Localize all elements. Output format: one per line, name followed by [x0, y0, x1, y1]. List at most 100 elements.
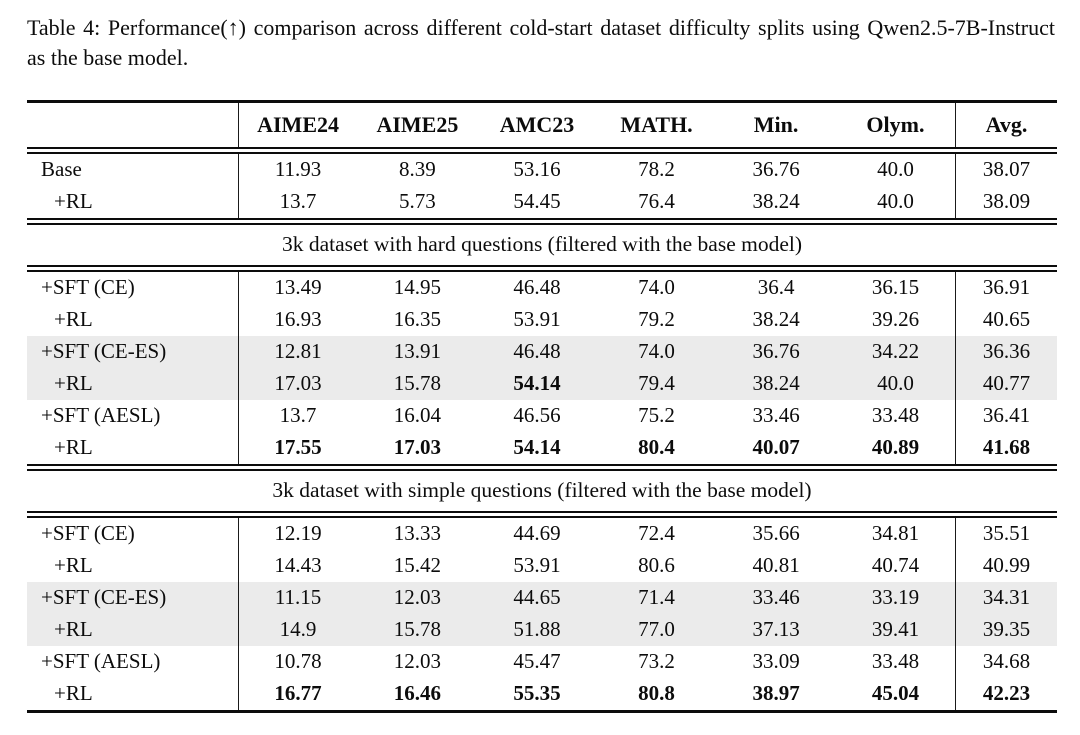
value-cell: 15.42 [393, 553, 441, 578]
table-row: +RL 17.55 17.03 54.14 80.4 40.07 40.89 41.68 [27, 431, 1057, 468]
value-cell: 12.03 [357, 581, 478, 614]
value-cell: 75.2 [638, 403, 675, 428]
row-label: +SFT (AESL) [27, 399, 239, 432]
value-cell: 40.0 [877, 157, 914, 182]
value-cell: 45.47 [513, 649, 561, 674]
value-cell: 40.0 [877, 189, 914, 214]
row-label: +SFT (CE) [27, 514, 239, 550]
value-cell: 53.91 [513, 553, 561, 578]
value-cell: 73.2 [638, 649, 675, 674]
value-cell: 41.68 [954, 431, 1057, 468]
value-cell: 38.24 [752, 307, 800, 332]
value-cell: 16.77 [274, 681, 322, 706]
value-cell: 36.76 [716, 335, 836, 368]
value-cell: 36.36 [954, 335, 1057, 368]
col-header-amc23: AMC23 [477, 101, 597, 154]
col-header-aime25: AIME25 [357, 101, 478, 154]
value-cell: 11.15 [238, 581, 358, 614]
value-cell: 36.41 [954, 399, 1057, 432]
value-cell: 39.41 [835, 613, 956, 646]
value-cell: 53.16 [513, 157, 561, 182]
value-cell: 44.65 [477, 581, 597, 614]
value-cell: 74.0 [638, 275, 675, 300]
table-row: +SFT (CE-ES) 11.15 12.03 44.65 71.4 33.46 33.1… [27, 581, 1057, 614]
value-cell: 13.49 [274, 275, 322, 300]
value-cell: 54.14 [477, 367, 597, 400]
value-cell: 77.0 [596, 613, 717, 646]
value-cell: 40.0 [835, 367, 956, 400]
value-cell: 10.78 [274, 649, 322, 674]
value-cell: 79.2 [638, 307, 675, 332]
row-label: +SFT (CE-ES) [27, 581, 239, 614]
value-cell: 15.78 [357, 613, 478, 646]
value-cell: 40.77 [954, 367, 1057, 400]
row-label: +SFT (CE) [27, 268, 239, 304]
col-header-aime24: AIME24 [238, 101, 358, 154]
value-cell: 33.46 [716, 581, 836, 614]
value-cell: 17.03 [393, 435, 441, 460]
col-header-olym: Olym. [835, 101, 956, 154]
value-cell: 34.31 [954, 581, 1057, 614]
table-row: +RL 13.7 5.73 54.45 76.4 38.24 40.0 38.09 [27, 185, 1057, 222]
value-cell: 71.4 [596, 581, 717, 614]
table-row: +RL 14.9 15.78 51.88 77.0 37.13 39.41 39.35 [27, 613, 1057, 646]
table-head: AIME24 AIME25 AMC23 MATH. Min. Olym. Avg. [27, 101, 1057, 154]
section-header-label: 3k dataset with simple questions (filter… [27, 463, 1057, 518]
value-cell: 33.48 [871, 403, 920, 428]
value-cell: 72.4 [638, 521, 675, 546]
header-row: AIME24 AIME25 AMC23 MATH. Min. Olym. Avg. [27, 101, 1057, 154]
row-label: +RL [27, 185, 239, 222]
value-cell: 34.81 [871, 521, 920, 546]
value-cell: 40.99 [954, 549, 1057, 582]
value-cell: 46.56 [513, 403, 561, 428]
value-cell: 39.26 [871, 307, 920, 332]
value-cell: 8.39 [399, 157, 436, 182]
value-cell: 42.23 [954, 677, 1057, 712]
value-cell: 55.35 [513, 681, 561, 706]
value-cell: 54.45 [513, 189, 561, 214]
value-cell: 40.65 [954, 303, 1057, 336]
section-header-label: 3k dataset with hard questions (filtered… [27, 217, 1057, 272]
value-cell: 38.97 [752, 681, 800, 706]
value-cell: 37.13 [716, 613, 836, 646]
col-header-math: MATH. [596, 101, 717, 154]
results-table: AIME24 AIME25 AMC23 MATH. Min. Olym. Avg. Base… [27, 99, 1057, 713]
value-cell: 44.69 [513, 521, 561, 546]
table-row: Base 11.93 8.39 53.16 78.2 36.76 40.0 38.07 [27, 150, 1057, 186]
row-label: Base [27, 150, 239, 186]
col-header-min: Min. [716, 101, 836, 154]
table-row: +RL 17.03 15.78 54.14 79.4 38.24 40.0 40.77 [27, 367, 1057, 400]
table-caption: Table 4: Performance(↑) comparison acros… [27, 15, 1055, 70]
value-cell: 35.51 [954, 514, 1057, 550]
row-label: +RL [27, 677, 239, 712]
row-label: +SFT (AESL) [27, 645, 239, 678]
value-cell: 80.6 [638, 553, 675, 578]
row-label: +RL [27, 613, 239, 646]
value-cell: 34.68 [954, 645, 1057, 678]
value-cell: 16.46 [393, 681, 441, 706]
value-cell: 17.55 [274, 435, 322, 460]
row-label: +SFT (CE-ES) [27, 335, 239, 368]
row-label: +RL [27, 431, 239, 468]
value-cell: 16.93 [274, 307, 322, 332]
value-cell: 40.07 [752, 435, 800, 460]
value-cell: 54.14 [513, 435, 561, 460]
table-row: +SFT (AESL) 13.7 16.04 46.56 75.2 33.46 33.48 3… [27, 399, 1057, 432]
value-cell: 38.09 [954, 185, 1057, 222]
value-cell: 5.73 [399, 189, 436, 214]
table-row: +RL 16.77 16.46 55.35 80.8 38.97 45.04 42.23 [27, 677, 1057, 712]
value-cell: 16.35 [393, 307, 441, 332]
value-cell: 78.2 [638, 157, 675, 182]
value-cell: 38.24 [752, 189, 800, 214]
value-cell: 33.19 [835, 581, 956, 614]
value-cell: 36.4 [757, 275, 795, 300]
corner-cell [27, 101, 239, 154]
value-cell: 11.93 [274, 157, 322, 182]
table-row: +RL 14.43 15.42 53.91 80.6 40.81 40.74 40.99 [27, 549, 1057, 582]
value-cell: 13.91 [357, 335, 478, 368]
row-label: +RL [27, 367, 239, 400]
value-cell: 38.24 [716, 367, 836, 400]
value-cell: 36.15 [871, 275, 920, 300]
value-cell: 16.04 [393, 403, 441, 428]
